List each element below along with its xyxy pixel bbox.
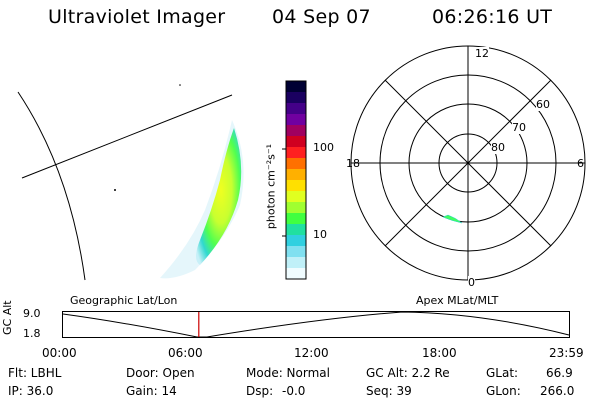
header-date: 04 Sep 07 <box>272 6 371 28</box>
mlt-label-12: 12 <box>475 47 489 60</box>
colorbar-cell <box>286 114 306 126</box>
mlat-label-70: 70 <box>512 121 526 134</box>
time-tick-label: 06:00 <box>168 346 203 360</box>
polar-plot <box>350 45 586 281</box>
colorbar-cell <box>286 169 306 181</box>
colorbar-cell <box>286 125 306 137</box>
colorbar-cell <box>286 136 306 148</box>
colorbar-cell <box>286 268 306 280</box>
time-tick-label: 18:00 <box>422 346 457 360</box>
mlat-label-80: 80 <box>491 141 505 154</box>
colorbar-frame <box>285 80 307 280</box>
timeline-frame <box>62 311 570 338</box>
gain-info: Gain: 14 <box>126 384 177 398</box>
polar-diagonal-line <box>384 79 552 247</box>
timeline-plot <box>62 311 570 338</box>
glon-value: 266.0 <box>540 384 575 398</box>
mlt-label-0: 0 <box>468 276 475 289</box>
filter-info: Flt: LBHL <box>8 366 62 380</box>
colorbar-gradient <box>286 81 306 280</box>
colorbar <box>282 80 307 280</box>
colorbar-tick-label: 100 <box>313 141 334 154</box>
header-time: 06:26:16 UT <box>432 6 553 28</box>
timeline-ymax-label: 9.0 <box>23 307 41 320</box>
colorbar-cell <box>286 246 306 258</box>
noise-dot <box>179 84 181 86</box>
dsp-label: Dsp: <box>246 384 274 398</box>
timeline-left-label: Geographic Lat/Lon <box>70 294 178 307</box>
colorbar-cell <box>286 224 306 236</box>
glat-label: GLat: <box>486 366 519 380</box>
mode-info: Mode: Normal <box>246 366 330 380</box>
mlt-label-18: 18 <box>346 157 360 170</box>
door-info: Door: Open <box>126 366 195 380</box>
mlt-label-6: 6 <box>577 157 584 170</box>
aurora-oval <box>196 128 242 265</box>
aurora-haze <box>160 120 244 279</box>
gc-alt-info: GC Alt: 2.2 Re <box>366 366 450 380</box>
timeline-right-label: Apex MLat/MLT <box>416 294 499 307</box>
colorbar-cell <box>286 257 306 269</box>
timeline-axis-label: GC Alt <box>1 300 14 335</box>
glat-value: 66.9 <box>546 366 573 380</box>
instrument-title: Ultraviolet Imager <box>48 6 226 28</box>
ip-info: IP: 36.0 <box>8 384 54 398</box>
colorbar-cell <box>286 158 306 170</box>
noise-dot <box>114 189 116 191</box>
colorbar-cell <box>286 81 306 93</box>
colorbar-cell <box>286 213 306 225</box>
dsp-value: -0.0 <box>282 384 306 398</box>
earth-limb-line <box>17 91 86 281</box>
altitude-curve <box>62 311 570 338</box>
colorbar-cell <box>286 180 306 192</box>
colorbar-cell <box>286 191 306 203</box>
timeline-ymin-label: 1.8 <box>23 327 41 340</box>
time-tick-label: 23:59 <box>549 346 584 360</box>
colorbar-tick-label: 10 <box>313 228 327 241</box>
geographic-grid-line <box>21 94 233 179</box>
time-tick-label: 00:00 <box>42 346 77 360</box>
seq-info: Seq: 39 <box>366 384 412 398</box>
colorbar-cell <box>286 103 306 115</box>
mlat-label-60: 60 <box>536 98 550 111</box>
colorbar-cell <box>286 235 306 247</box>
colorbar-unit-label: photon cm⁻²s⁻¹ <box>264 143 278 230</box>
colorbar-cell <box>286 147 306 159</box>
geographic-image <box>17 84 244 281</box>
colorbar-cell <box>286 202 306 214</box>
polar-aurora-patch <box>442 214 463 224</box>
glon-label: GLon: <box>486 384 521 398</box>
colorbar-cell <box>286 92 306 104</box>
time-tick-label: 12:00 <box>294 346 329 360</box>
